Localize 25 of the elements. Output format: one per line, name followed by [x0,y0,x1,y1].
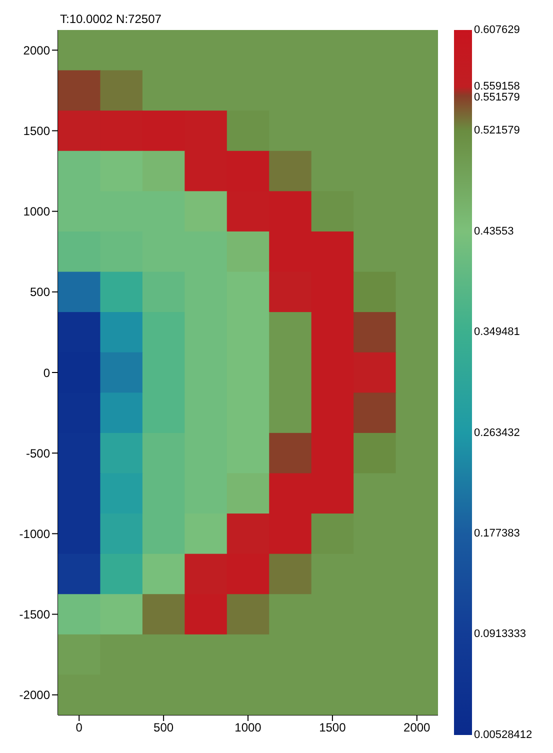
color-bar-label: 0.607629 [474,24,520,36]
y-tick-label: 1000 [23,204,50,219]
y-tick-label: 1500 [23,124,50,138]
color-bar-label: 0.0913333 [474,628,526,640]
color-bar-label: 0.551579 [474,92,520,104]
y-tick-label: 500 [30,285,50,300]
color-bar-label: 0.43553 [474,225,514,238]
y-tick-label: -1500 [19,608,50,622]
chart-title: T:10.0002 N:72507 [60,12,162,26]
y-tick-label: -2000 [19,688,50,702]
x-tick-label: 1000 [234,720,262,735]
x-tick-label: 0 [76,720,83,735]
y-tick-label: 2000 [23,43,50,58]
color-bar-label: 0.263432 [474,426,520,439]
y-tick-label: -500 [26,446,50,460]
color-bar-label: 0.559158 [474,80,520,93]
y-tick-label: -1000 [19,526,50,541]
x-tick-label: 500 [154,720,174,735]
x-tick-label: 1500 [319,720,346,735]
color-bar-label: 0.349481 [474,326,520,338]
color-bar-label: 0.177383 [474,527,520,540]
x-tick-label: 2000 [404,720,431,735]
y-tick-label: 0 [43,366,50,380]
color-bar-label: 0.00528412 [474,728,532,741]
color-bar-label: 0.521579 [474,124,520,137]
